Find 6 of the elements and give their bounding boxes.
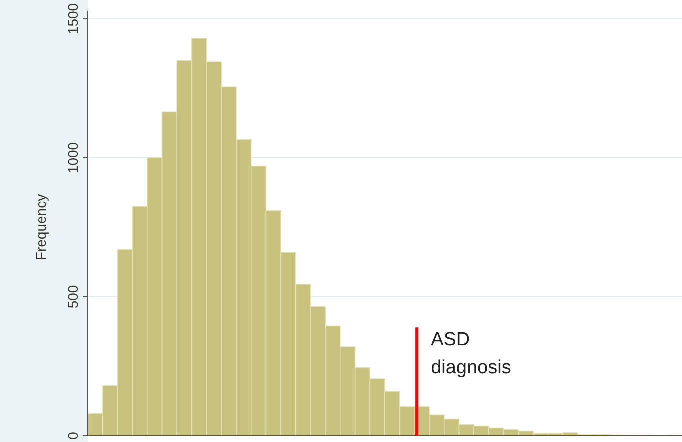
y-axis-title: Frequency: [33, 194, 49, 261]
y-tick-label: 0: [65, 432, 81, 440]
y-tick-label: 500: [65, 285, 81, 309]
annotation: ASD diagnosis: [431, 330, 512, 379]
y-tick-label: 1000: [65, 142, 81, 174]
y-tick-label: 1500: [65, 3, 81, 35]
